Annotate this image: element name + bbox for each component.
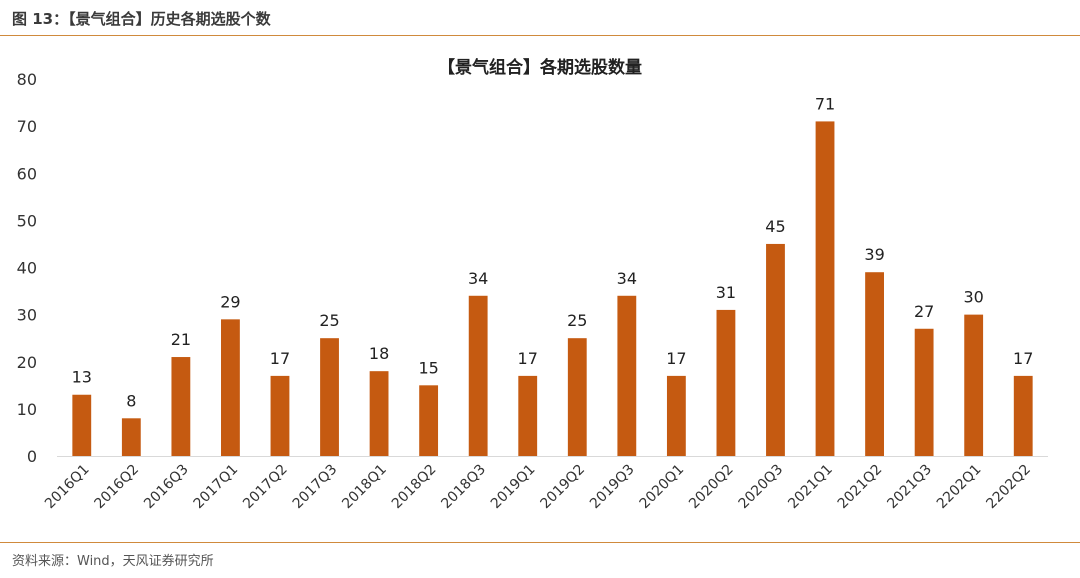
chart-title: 【景气组合】各期选股数量 [438,57,642,78]
bar [518,375,538,456]
data-label: 17 [1013,349,1033,368]
x-tick-label: 2016Q3 [141,462,192,513]
bar [270,375,290,456]
data-label: 27 [914,302,934,321]
y-tick-label: 30 [17,306,37,325]
x-tick-label: 2017Q2 [240,462,291,513]
bar [766,243,785,456]
data-label: 17 [666,349,686,368]
x-tick-label: 2019Q3 [587,462,638,513]
data-label: 13 [72,368,92,387]
x-axis: 2016Q12016Q22016Q32017Q12017Q22017Q32018… [42,462,1034,513]
bar [468,295,488,456]
y-tick-label: 10 [17,400,37,419]
x-tick-label: 2020Q3 [736,462,787,513]
data-label: 18 [369,344,389,363]
data-label: 21 [171,330,191,349]
source-note: 资料来源：Wind，天风证券研究所 [12,554,214,569]
x-tick-label: 2016Q1 [42,462,93,513]
x-tick-label: 2021Q2 [835,462,886,513]
data-label: 34 [468,269,488,288]
bottom-rule [0,542,1080,543]
y-tick-label: 60 [17,164,37,183]
data-label: 30 [963,288,983,307]
y-tick-label: 70 [17,117,37,136]
y-tick-label: 40 [17,259,37,278]
bar [221,319,240,456]
x-tick-label: 2020Q1 [637,462,688,513]
bar [865,272,884,456]
data-label: 25 [319,311,339,330]
bar [666,375,686,456]
x-tick-label: 2017Q3 [290,462,341,513]
bar [617,295,637,456]
x-tick-label: 2016Q2 [92,462,143,513]
data-label: 31 [716,283,736,302]
data-label: 8 [126,391,136,410]
data-label: 45 [765,217,785,236]
data-label: 17 [518,349,538,368]
data-label: 17 [270,349,290,368]
data-label: 29 [220,292,240,311]
data-label: 25 [567,311,587,330]
x-tick-label: 2019Q1 [488,462,539,513]
bar [72,394,92,456]
y-tick-label: 0 [27,447,37,466]
data-label: 15 [418,358,438,377]
data-label: 39 [864,245,884,264]
x-tick-label: 2021Q3 [884,462,935,513]
bar [716,309,736,456]
y-tick-label: 50 [17,211,37,230]
bar [964,314,984,456]
y-axis: 0 10 20 30 40 50 60 70 80 [17,70,37,466]
x-tick-label: 2202Q1 [934,462,985,513]
figure-caption: 图 13：【景气组合】历史各期选股个数 [12,10,271,28]
bar-chart: 【景气组合】各期选股数量 0 10 20 30 40 50 60 70 80 13 8 21 29 17… [17,57,1048,513]
x-tick-label: 2019Q2 [538,462,589,513]
bar [419,385,439,456]
top-rule [0,35,1080,36]
bar [1013,375,1033,456]
x-tick-label: 2021Q1 [785,462,836,513]
bar [914,328,934,456]
bar [121,418,141,456]
bars-group [72,121,1033,456]
x-tick-label: 2018Q1 [339,462,390,513]
y-tick-label: 20 [17,353,37,372]
x-tick-label: 2202Q2 [983,462,1034,513]
data-labels-group: 13 8 21 29 17 25 18 15 34 17 25 34 17 31 45 71 39 27 30 17 [72,94,1034,410]
bar [369,371,389,456]
bar [320,338,339,456]
x-tick-label: 2020Q2 [686,462,737,513]
bar [567,338,587,456]
x-tick-label: 2017Q1 [191,462,242,513]
data-label: 71 [815,94,835,113]
x-tick-label: 2018Q3 [438,462,489,513]
y-tick-label: 80 [17,70,37,89]
bar [815,121,835,456]
bar [171,357,191,456]
x-tick-label: 2018Q2 [389,462,440,513]
figure-header: 图 13：【景气组合】历史各期选股个数 [0,0,1080,36]
data-label: 34 [617,269,637,288]
